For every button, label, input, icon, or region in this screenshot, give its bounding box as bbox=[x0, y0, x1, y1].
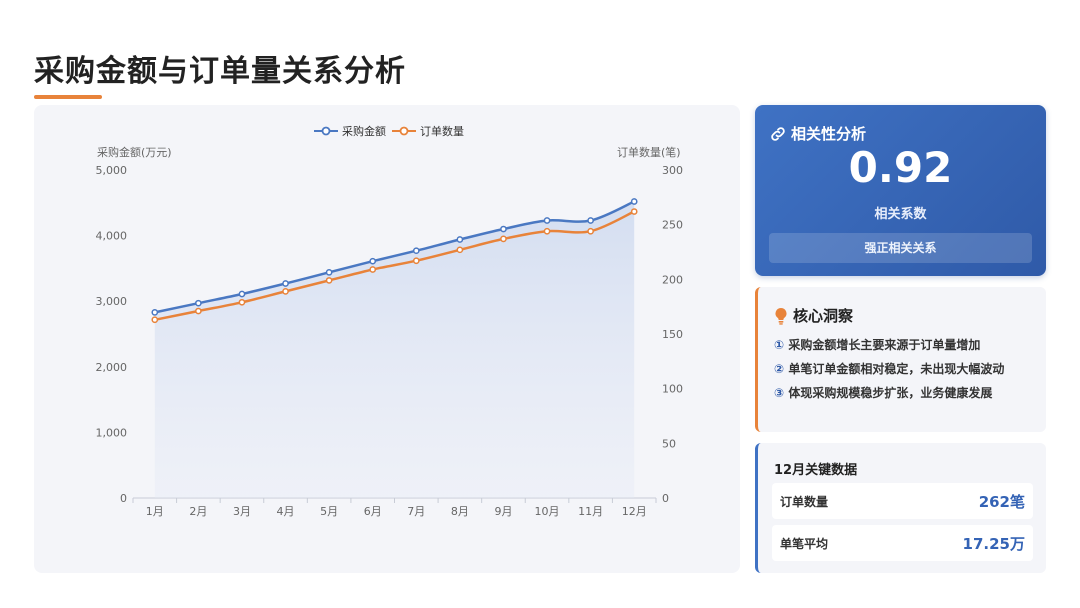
y-right-label: 订单数量(笔) bbox=[617, 145, 681, 159]
insight-title-text: 核心洞察 bbox=[793, 307, 854, 325]
lightbulb-icon bbox=[775, 307, 787, 325]
series-line-amount[interactable] bbox=[154, 200, 635, 314]
y-right-tick-label: 50 bbox=[662, 437, 676, 450]
y-left-tick-label: 3,000 bbox=[96, 295, 128, 308]
y-left-tick-label: 5,000 bbox=[96, 164, 128, 177]
data-point-amount[interactable] bbox=[325, 268, 333, 276]
correlation-label: 相关系数 bbox=[874, 207, 927, 222]
key-row-label: 订单数量 bbox=[780, 494, 829, 509]
key-data-title: 12月关键数据 bbox=[774, 463, 858, 478]
data-point-amount[interactable] bbox=[238, 290, 246, 298]
correlation-value: 0.92 bbox=[848, 143, 953, 192]
data-point-amount[interactable] bbox=[195, 299, 202, 307]
chart-card: 采购金额 订单数量 采购金额(万元) 订单数量(笔) 1月 2月 3月 4月 5月 6月 7… bbox=[34, 105, 740, 573]
data-point-orders[interactable] bbox=[325, 277, 333, 284]
key-row-average: 单笔平均 17.25万 bbox=[772, 525, 1033, 561]
x-tick-label: 2月 bbox=[189, 505, 207, 518]
chart-legend[interactable]: 采购金额 订单数量 bbox=[314, 124, 464, 138]
data-point-orders[interactable] bbox=[630, 208, 638, 215]
data-point-amount[interactable] bbox=[369, 257, 377, 265]
data-point-amount[interactable] bbox=[587, 217, 594, 224]
insight-title: 核心洞察 bbox=[774, 305, 853, 326]
line-chart: 采购金额 订单数量 采购金额(万元) 订单数量(笔) 1月 2月 3月 4月 5月 6月 7… bbox=[96, 124, 684, 518]
y-left-tick-label: 4,000 bbox=[96, 230, 128, 243]
legend-item-orders[interactable]: 订单数量 bbox=[392, 125, 464, 138]
x-tick-label: 7月 bbox=[407, 505, 425, 518]
data-point-orders[interactable] bbox=[543, 227, 551, 235]
insight-item: ② 单笔订单金额相对稳定，未出现大幅波动 bbox=[774, 362, 1005, 376]
x-tick-label: 1月 bbox=[146, 505, 164, 518]
x-tick-label: 4月 bbox=[277, 505, 295, 518]
legend-label-orders: 订单数量 bbox=[420, 125, 464, 138]
insight-card: 核心洞察 ① 采购金额增长主要来源于订单量增加 ② 单笔订单金额相对稳定，未出现… bbox=[755, 287, 1046, 432]
y-right-tick-label: 100 bbox=[662, 383, 683, 396]
x-tick-label: 8月 bbox=[451, 505, 469, 518]
series-line-orders[interactable] bbox=[154, 210, 635, 322]
data-point-orders[interactable] bbox=[282, 288, 289, 295]
key-row-value: 17.25万 bbox=[962, 534, 1025, 553]
y-right-tick-label: 200 bbox=[662, 273, 683, 286]
key-row-label: 单笔平均 bbox=[780, 536, 829, 551]
x-tick-label: 5月 bbox=[320, 505, 338, 518]
correlation-title: 相关性分析 bbox=[769, 123, 866, 144]
data-point-amount[interactable] bbox=[630, 198, 638, 205]
data-point-amount[interactable] bbox=[151, 309, 159, 316]
data-point-amount[interactable] bbox=[543, 217, 551, 224]
y-right-tick-label: 150 bbox=[662, 328, 683, 341]
insight-list: ① 采购金额增长主要来源于订单量增加 ② 单笔订单金额相对稳定，未出现大幅波动 … bbox=[774, 333, 1004, 405]
x-tick-label: 9月 bbox=[494, 505, 512, 518]
page-title: 采购金额与订单量关系分析 bbox=[34, 54, 406, 89]
x-tick-label: 6月 bbox=[364, 505, 382, 518]
y-right-tick-label: 300 bbox=[662, 164, 683, 177]
legend-label-amount: 采购金额 bbox=[342, 124, 386, 138]
insight-item: ① 采购金额增长主要来源于订单量增加 bbox=[774, 338, 981, 352]
y-right-tick-label: 0 bbox=[662, 492, 669, 505]
data-point-orders[interactable] bbox=[587, 227, 594, 235]
data-point-amount[interactable] bbox=[412, 247, 420, 255]
title-underline bbox=[34, 95, 102, 99]
legend-item-amount[interactable]: 采购金额 bbox=[314, 124, 386, 138]
correlation-title-text: 相关性分析 bbox=[791, 125, 867, 143]
area-amount bbox=[154, 201, 635, 498]
data-point-amount[interactable] bbox=[500, 225, 507, 233]
data-point-orders[interactable] bbox=[238, 298, 246, 306]
x-tick-label: 10月 bbox=[535, 505, 560, 518]
data-point-orders[interactable] bbox=[151, 316, 159, 324]
data-point-orders[interactable] bbox=[456, 246, 464, 254]
key-row-value: 262笔 bbox=[978, 492, 1025, 511]
y-left-tick-label: 1,000 bbox=[96, 426, 128, 439]
correlation-card: 相关性分析 0.92 相关系数 强正相关关系 bbox=[755, 105, 1046, 276]
data-point-amount[interactable] bbox=[282, 280, 289, 287]
correlation-badge: 强正相关关系 bbox=[769, 233, 1032, 263]
data-point-orders[interactable] bbox=[195, 307, 202, 315]
data-point-orders[interactable] bbox=[412, 257, 420, 265]
key-row-orders: 订单数量 262笔 bbox=[772, 483, 1033, 519]
x-tick-label: 3月 bbox=[233, 505, 251, 518]
x-tick-label: 12月 bbox=[622, 505, 647, 518]
x-tick-label: 11月 bbox=[578, 505, 603, 518]
data-point-orders[interactable] bbox=[500, 235, 507, 243]
data-point-orders[interactable] bbox=[369, 266, 377, 273]
data-point-amount[interactable] bbox=[456, 236, 464, 243]
y-right-tick-label: 250 bbox=[662, 219, 683, 232]
link-icon bbox=[771, 126, 785, 141]
insight-item: ③ 体现采购规模稳步扩张，业务健康发展 bbox=[774, 386, 993, 400]
key-data-card: 12月关键数据 订单数量 262笔 单笔平均 17.25万 bbox=[755, 443, 1046, 573]
y-left-tick-label: 2,000 bbox=[96, 361, 128, 374]
y-left-label: 采购金额(万元) bbox=[97, 145, 172, 159]
y-left-tick-label: 0 bbox=[120, 492, 127, 505]
